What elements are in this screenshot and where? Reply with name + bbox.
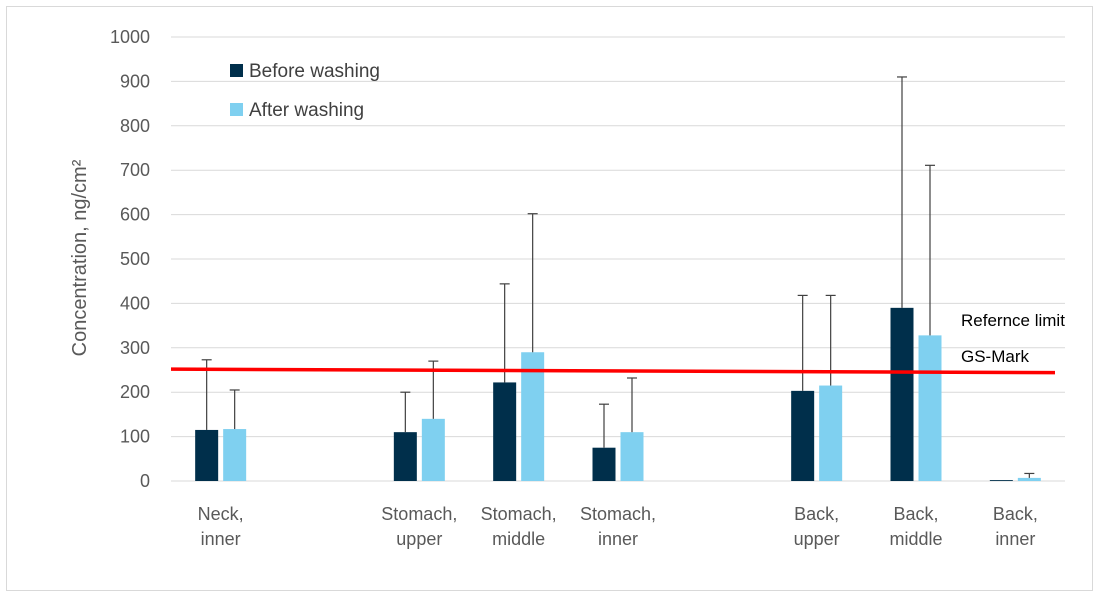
bar	[989, 480, 1013, 481]
error-bars	[201, 76, 1035, 478]
bar	[918, 335, 942, 481]
y-axis-ticks: 0 100 200 300 400 500 600 700 800 900 1000	[110, 27, 150, 491]
y-tick-label: 100	[120, 427, 150, 447]
y-tick-label: 200	[120, 382, 150, 402]
legend-label-before: Before washing	[249, 61, 380, 82]
x-axis-categories: Neck, inner Stomach, upper Stomach, middle Sto…	[198, 504, 1038, 549]
bar	[819, 385, 843, 481]
x-category-label: upper	[794, 529, 840, 549]
x-category-label: inner	[598, 529, 638, 549]
bar	[1017, 477, 1041, 481]
gs-mark-label: GS-Mark	[961, 347, 1030, 366]
y-tick-label: 500	[120, 249, 150, 269]
y-tick-label: 300	[120, 338, 150, 358]
reference-limit-label: Refernce limit	[961, 311, 1065, 330]
bar	[791, 390, 815, 481]
bar	[493, 382, 517, 481]
x-category-label: Stomach,	[481, 504, 557, 524]
x-category-label: Back,	[993, 504, 1038, 524]
y-tick-label: 400	[120, 293, 150, 313]
x-category-label: middle	[889, 529, 942, 549]
bar	[620, 432, 644, 481]
legend: Before washing After washing	[230, 61, 380, 121]
bars	[195, 307, 1041, 481]
y-tick-label: 900	[120, 71, 150, 91]
bar	[521, 352, 545, 481]
y-tick-label: 600	[120, 205, 150, 225]
legend-swatch-after	[230, 103, 243, 116]
x-category-label: Back,	[893, 504, 938, 524]
legend-swatch-before	[230, 64, 243, 77]
x-category-label: inner	[201, 529, 241, 549]
y-tick-label: 1000	[110, 27, 150, 47]
x-category-label: inner	[995, 529, 1035, 549]
x-category-label: Stomach,	[580, 504, 656, 524]
x-category-label: Stomach,	[381, 504, 457, 524]
bar	[592, 447, 616, 481]
reference-line	[170, 367, 1056, 375]
y-tick-label: 700	[120, 160, 150, 180]
y-axis-label: Concentration, ng/cm²	[69, 159, 91, 356]
bar	[890, 307, 914, 481]
x-category-label: middle	[492, 529, 545, 549]
legend-label-after: After washing	[249, 100, 364, 121]
gridlines	[171, 36, 1065, 482]
x-category-label: Back,	[794, 504, 839, 524]
bar	[195, 429, 219, 481]
bar	[393, 432, 417, 481]
bar	[223, 429, 247, 481]
x-category-label: upper	[396, 529, 442, 549]
bar	[421, 418, 445, 481]
y-tick-label: 0	[140, 471, 150, 491]
y-tick-label: 800	[120, 116, 150, 136]
chart-frame	[6, 6, 1093, 591]
x-category-label: Neck,	[198, 504, 244, 524]
